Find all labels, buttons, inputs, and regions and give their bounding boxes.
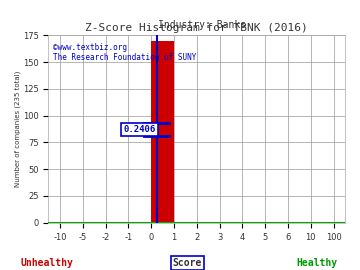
Title: Z-Score Histogram for TBNK (2016): Z-Score Histogram for TBNK (2016): [85, 23, 308, 33]
Text: ©www.textbiz.org: ©www.textbiz.org: [53, 43, 127, 52]
Y-axis label: Number of companies (235 total): Number of companies (235 total): [15, 71, 22, 187]
Text: Industry: Banks: Industry: Banks: [158, 20, 246, 30]
Text: Healthy: Healthy: [296, 258, 337, 268]
Text: 0.2406: 0.2406: [123, 125, 156, 134]
Text: Score: Score: [172, 258, 202, 268]
Text: Unhealthy: Unhealthy: [21, 258, 73, 268]
Bar: [162, 212, 174, 223]
Bar: [151, 40, 174, 223]
Text: The Research Foundation of SUNY: The Research Foundation of SUNY: [53, 53, 197, 62]
